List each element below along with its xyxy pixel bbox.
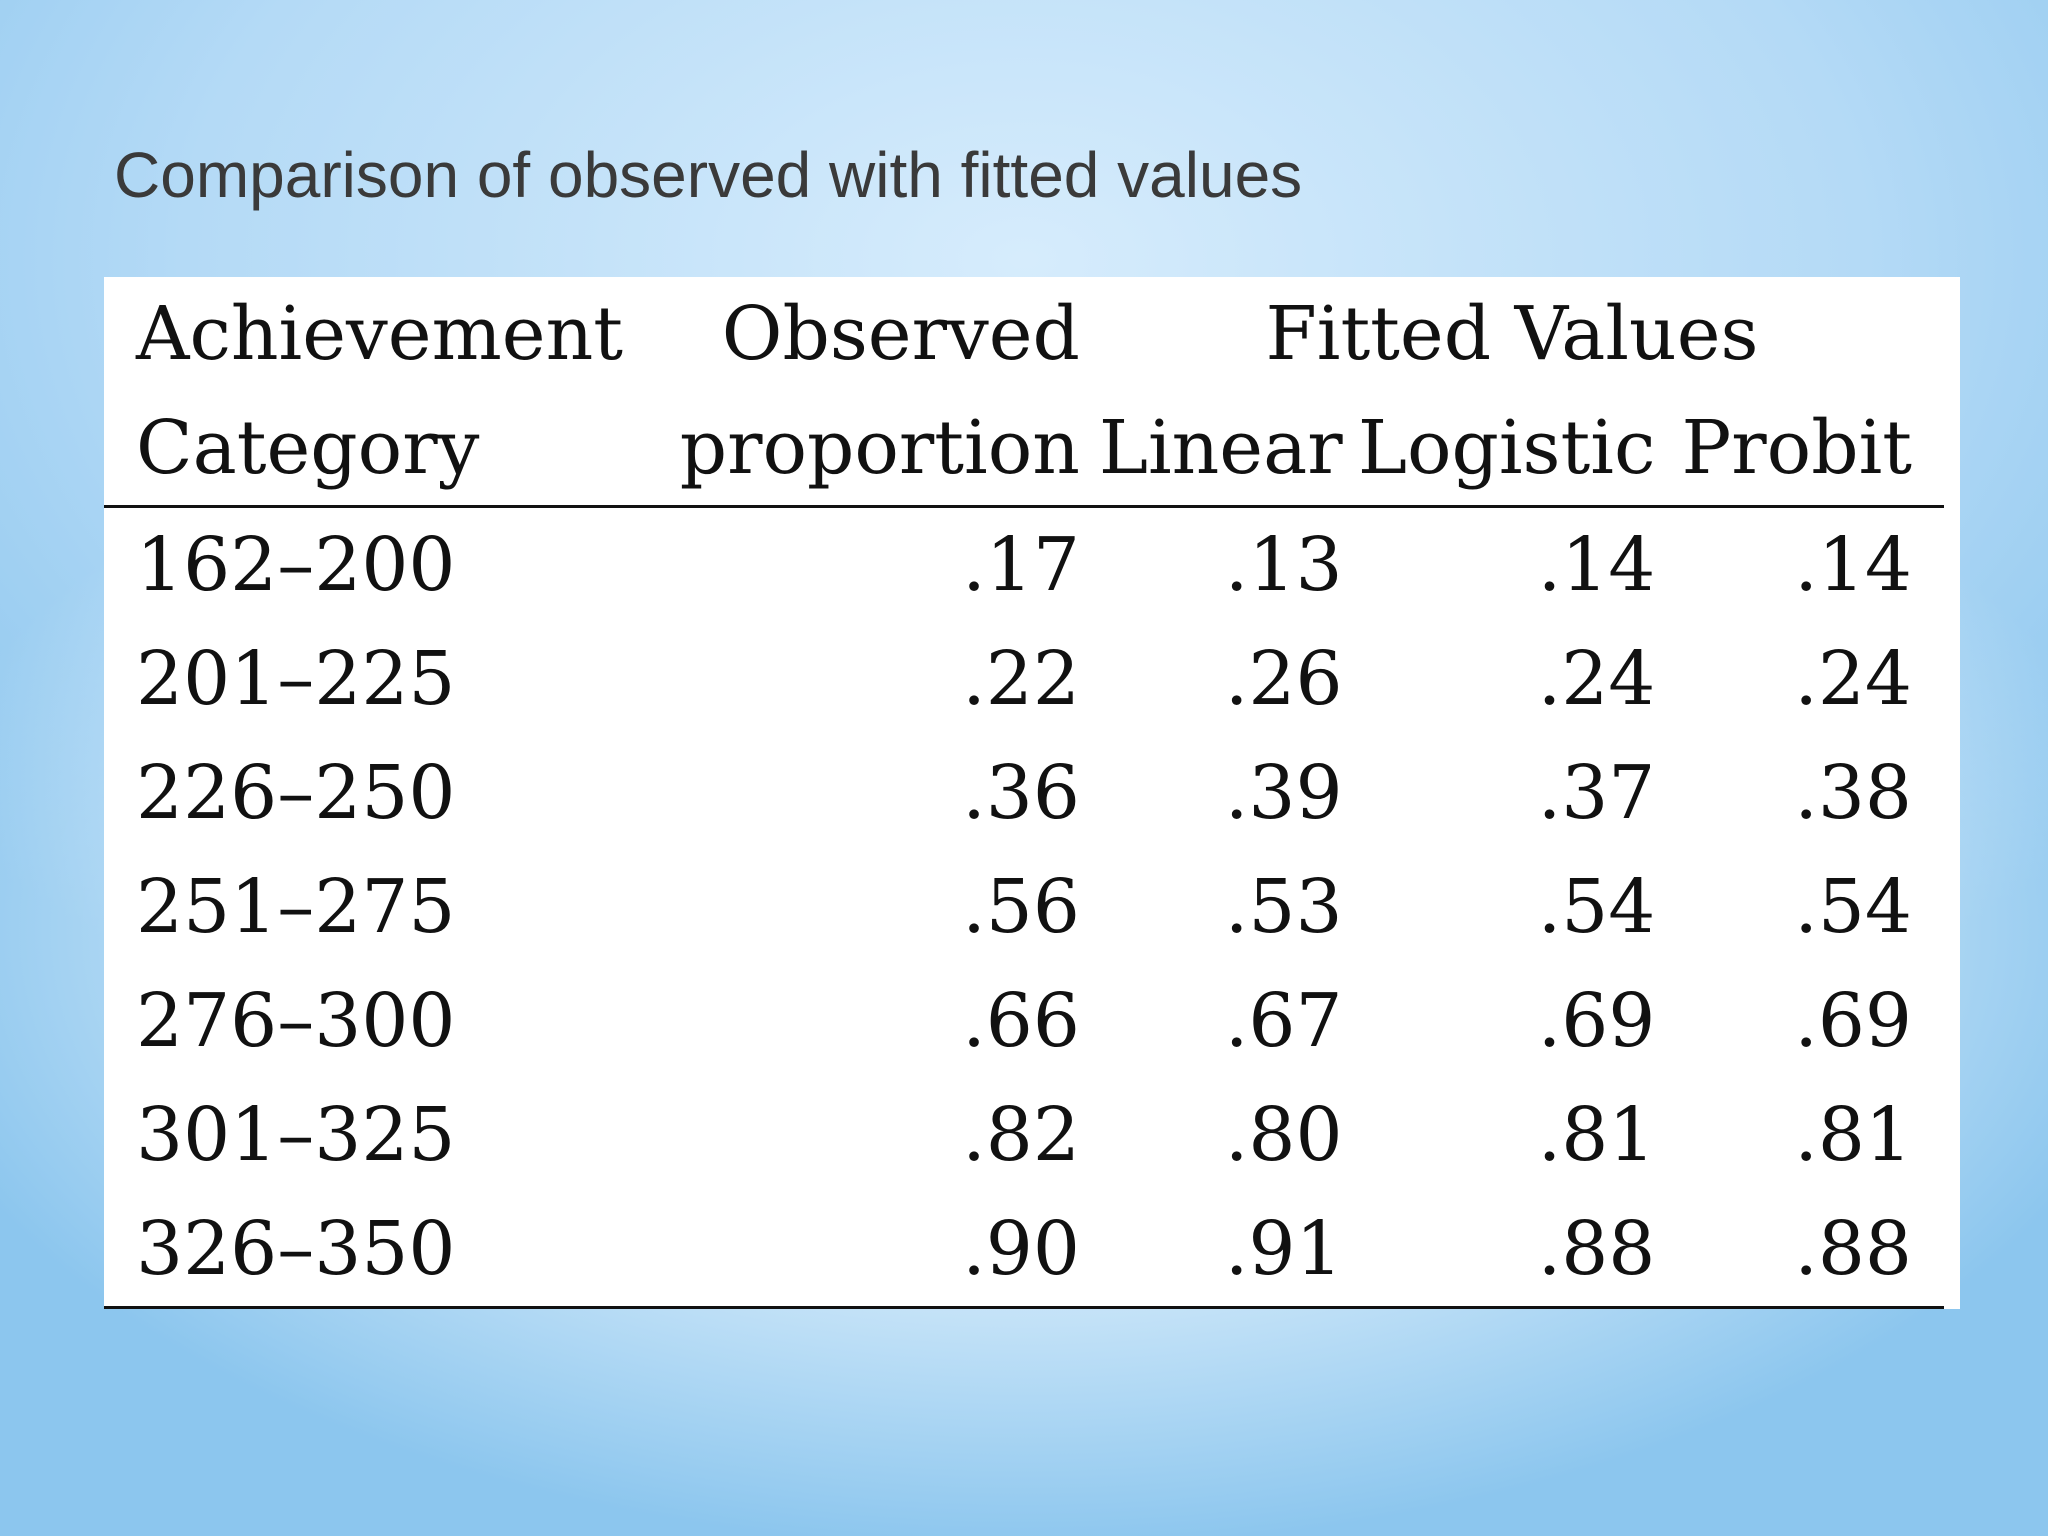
table-row: 162–200 .17 .13 .14 .14 [104, 507, 1944, 623]
cell-category: 301–325 [136, 1092, 456, 1178]
cell-linear: .91 [1079, 1192, 1343, 1309]
header-linear: Linear [1079, 391, 1343, 508]
cell-category: 276–300 [136, 978, 456, 1064]
cell-logistic: .24 [1537, 636, 1656, 722]
table-row: 201–225 .22 .26 .24 .24 [104, 622, 1944, 736]
cell-category: 162–200 [136, 522, 456, 608]
cell-linear: .13 [1224, 522, 1343, 608]
cell-category: 251–275 [136, 864, 456, 950]
slide-title: Comparison of observed with fitted value… [114, 139, 1303, 211]
cell-probit: .69 [1794, 978, 1912, 1064]
cell-linear: .53 [1224, 864, 1343, 950]
cell-observed: .17 [962, 522, 1080, 608]
cell-observed: .56 [962, 864, 1080, 950]
header-category: Category [104, 391, 658, 508]
cell-logistic: .54 [1537, 864, 1656, 950]
cell-probit: .38 [1794, 750, 1912, 836]
table-row: 326–350 .90 .91 .88 .88 [104, 1192, 1944, 1309]
cell-category: 226–250 [136, 750, 456, 836]
table-row: 251–275 .56 .53 .54 .54 [104, 850, 1944, 964]
header-fitted-values: Fitted Values [1265, 291, 1759, 377]
cell-probit: .54 [1794, 864, 1912, 950]
table-row: 301–325 .82 .80 .81 .81 [104, 1078, 1944, 1192]
table-row: 276–300 .66 .67 .69 .69 [104, 964, 1944, 1078]
table-panel: Achievement Observed Fitted Values Categ… [104, 277, 1960, 1309]
cell-category: 326–350 [104, 1192, 658, 1309]
header-observed: Observed [721, 291, 1080, 377]
cell-observed: .66 [962, 978, 1080, 1064]
cell-logistic: .37 [1537, 750, 1656, 836]
header-probit: Probit [1655, 391, 1944, 508]
cell-logistic: .69 [1537, 978, 1656, 1064]
cell-probit: .81 [1794, 1092, 1912, 1178]
cell-logistic: .14 [1537, 522, 1656, 608]
cell-linear: .39 [1224, 750, 1343, 836]
cell-logistic: .88 [1342, 1192, 1656, 1309]
cell-logistic: .81 [1537, 1092, 1656, 1178]
cell-observed: .90 [657, 1192, 1080, 1309]
cell-observed: .22 [962, 636, 1080, 722]
cell-linear: .26 [1224, 636, 1343, 722]
cell-category: 201–225 [136, 636, 456, 722]
header-achievement: Achievement [136, 291, 623, 377]
cell-observed: .36 [962, 750, 1080, 836]
header-proportion: proportion [657, 391, 1080, 508]
cell-probit: .24 [1794, 636, 1912, 722]
header-row-2: Category proportion Linear Logistic Prob… [104, 391, 1944, 508]
cell-probit: .14 [1794, 522, 1912, 608]
header-logistic: Logistic [1342, 391, 1656, 508]
cell-observed: .82 [962, 1092, 1080, 1178]
table-row: 226–250 .36 .39 .37 .38 [104, 736, 1944, 850]
cell-linear: .80 [1224, 1092, 1343, 1178]
cell-linear: .67 [1224, 978, 1343, 1064]
header-row-1: Achievement Observed Fitted Values [104, 277, 1944, 391]
cell-probit: .88 [1655, 1192, 1944, 1309]
fitted-values-table: Achievement Observed Fitted Values Categ… [104, 277, 1944, 1309]
